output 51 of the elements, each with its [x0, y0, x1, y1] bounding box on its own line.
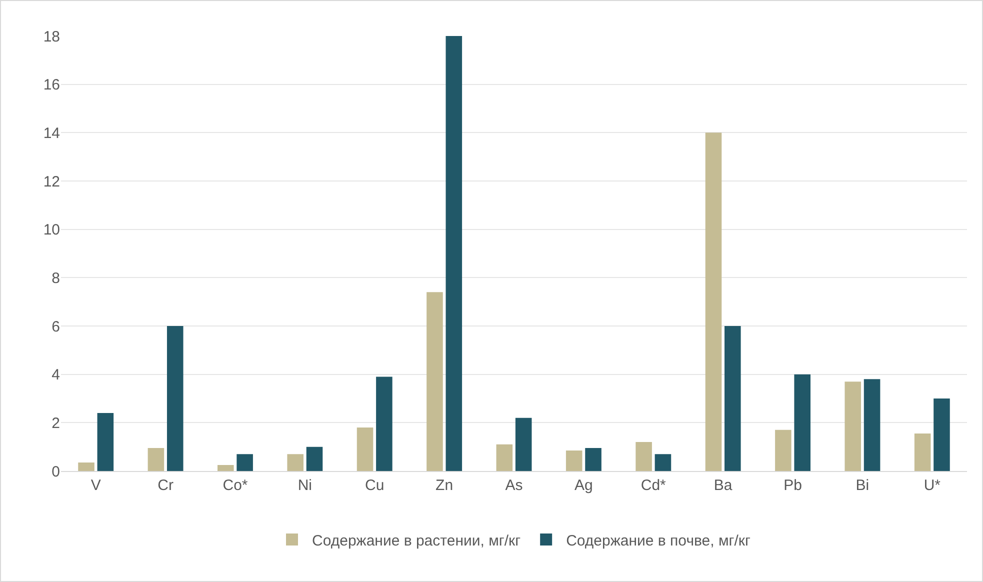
bar: [306, 446, 323, 471]
bar: [844, 382, 862, 471]
x-tick-label: Co*: [222, 477, 248, 494]
bar: [934, 398, 950, 471]
bar: [775, 430, 792, 471]
x-tick-label: Cd*: [640, 477, 666, 494]
x-tick-label: Pb: [784, 477, 802, 494]
bar: [287, 454, 304, 471]
y-tick-label: 16: [43, 76, 60, 94]
bar: [356, 428, 374, 471]
bar: [97, 413, 114, 471]
bar: [496, 444, 513, 471]
bar: [78, 462, 94, 471]
bar: [376, 376, 392, 471]
bar: [515, 418, 532, 471]
y-tick-label: 8: [52, 270, 60, 287]
bar: [236, 454, 253, 471]
legend-label: Содержание в почве, мг/кг: [566, 532, 751, 550]
x-tick-label: V: [90, 477, 101, 494]
bar: [148, 448, 164, 471]
bar: [864, 379, 880, 471]
y-tick-label: 10: [43, 222, 60, 239]
x-tick-label: Ba: [714, 477, 733, 494]
x-tick-label: As: [505, 477, 523, 494]
bar: [166, 326, 184, 471]
x-tick-label: Zn: [436, 477, 454, 494]
bar: [446, 36, 462, 471]
bar: [794, 374, 810, 471]
y-tick-label: 18: [43, 28, 60, 46]
y-tick-label: 2: [52, 414, 60, 432]
y-tick-label: 4: [52, 366, 60, 384]
bar: [218, 464, 234, 471]
bar: [426, 292, 443, 471]
bar: [566, 450, 582, 471]
x-tick-label: Ag: [574, 477, 593, 494]
x-tick-label: Bi: [856, 477, 870, 494]
y-tick-label: 0: [52, 463, 60, 480]
x-tick-label: Cr: [158, 477, 174, 494]
y-tick-label: 14: [43, 124, 60, 142]
x-tick-label: Ni: [298, 477, 312, 494]
bar: [724, 326, 741, 471]
bar: [914, 434, 931, 471]
x-tick-label: Cu: [365, 477, 384, 494]
bar: [585, 448, 602, 471]
bar: [654, 454, 672, 471]
bar: [636, 442, 652, 471]
legend-label: Содержание в растении, мг/кг: [312, 532, 522, 550]
y-tick-label: 6: [52, 318, 60, 336]
x-tick-label: U*: [924, 477, 941, 494]
y-tick-label: 12: [43, 173, 60, 190]
bar: [705, 132, 722, 471]
